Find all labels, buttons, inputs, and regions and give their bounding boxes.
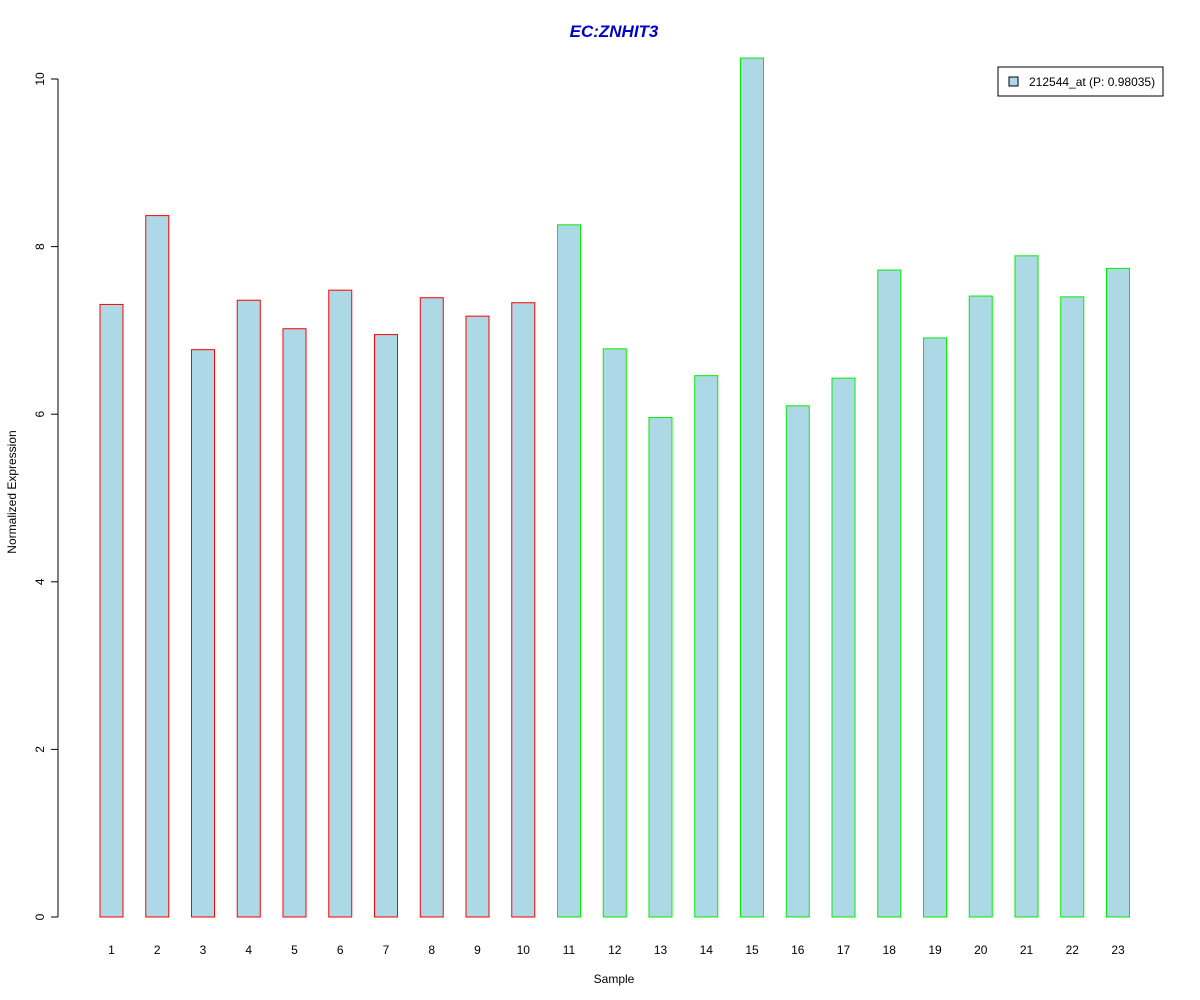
x-tick-label: 14 (700, 943, 714, 957)
x-tick-label: 20 (974, 943, 988, 957)
x-axis-title: Sample (594, 972, 635, 986)
bar (328, 289, 353, 918)
y-tick-label: 6 (33, 411, 47, 418)
x-tick-label: 6 (337, 943, 344, 957)
x-tick-label: 16 (791, 943, 805, 957)
x-tick-label: 2 (154, 943, 161, 957)
y-tick-label: 0 (33, 913, 47, 920)
bar (602, 348, 627, 918)
bar (282, 328, 307, 918)
x-tick-label: 9 (474, 943, 481, 957)
legend-box (997, 66, 1164, 97)
x-tick-label: 12 (608, 943, 622, 957)
y-axis-title: Normalized Expression (5, 430, 19, 553)
bar (785, 405, 810, 918)
x-tick-label: 5 (291, 943, 298, 957)
x-tick-label: 8 (428, 943, 435, 957)
bars-group (99, 57, 1130, 918)
x-tick-label: 17 (837, 943, 851, 957)
y-tick-label: 2 (33, 746, 47, 753)
x-tick-labels: 1 2 3 4 5 6 7 8 9 10 11 12 13 14 15 16 17 18 19 20 21 22 23 (108, 943, 1125, 957)
bar (923, 337, 947, 918)
bar (877, 269, 902, 918)
bar (145, 215, 170, 918)
x-tick-label: 4 (245, 943, 252, 957)
x-tick-label: 13 (654, 943, 668, 957)
bar (236, 299, 261, 918)
x-tick-label: 23 (1111, 943, 1125, 957)
legend: 212544_at (P: 0.98035) (997, 66, 1164, 97)
y-tick-label: 8 (33, 243, 47, 250)
y-tick-label: 10 (33, 72, 47, 86)
bar (419, 297, 444, 918)
x-tick-label: 21 (1020, 943, 1034, 957)
legend-swatch (1008, 76, 1019, 87)
x-tick-label: 7 (383, 943, 390, 957)
legend-label: 212544_at (P: 0.98035) (1029, 75, 1155, 89)
x-tick-label: 11 (563, 943, 576, 957)
bar (191, 349, 215, 918)
bar (740, 57, 764, 918)
chart-title: EC:ZNHIT3 (570, 22, 659, 41)
x-tick-label: 10 (517, 943, 531, 957)
y-tick-label: 4 (33, 578, 47, 585)
bar (1014, 255, 1039, 918)
x-tick-label: 22 (1066, 943, 1080, 957)
bar (99, 303, 124, 918)
bar (1060, 296, 1085, 918)
bar (557, 224, 581, 918)
bar (465, 315, 490, 918)
bar (511, 302, 536, 918)
x-tick-label: 15 (745, 943, 759, 957)
bar (648, 417, 673, 918)
x-tick-label: 18 (883, 943, 897, 957)
bar (1106, 267, 1130, 918)
bar (374, 334, 398, 918)
bar (694, 375, 719, 918)
y-axis: 0 2 4 6 8 10 (33, 72, 59, 920)
x-tick-label: 3 (200, 943, 207, 957)
bar (968, 295, 993, 918)
x-tick-label: 19 (928, 943, 942, 957)
x-tick-label: 1 (108, 943, 115, 957)
bar (831, 377, 856, 918)
